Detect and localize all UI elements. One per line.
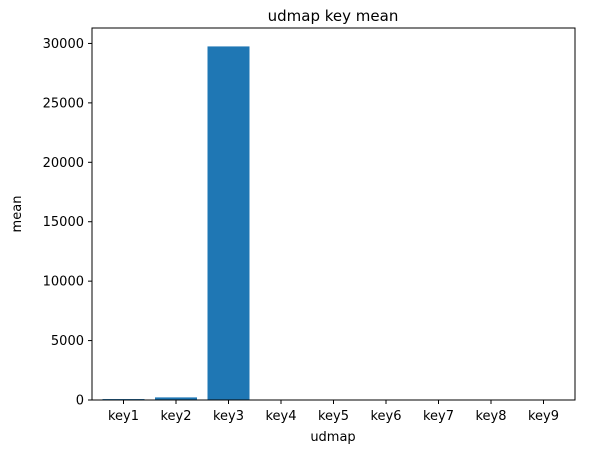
x-tick-label: key8 [475,409,506,424]
x-tick-label: key6 [370,409,401,424]
y-axis-label: mean [10,196,25,233]
x-tick-label: key5 [318,409,349,424]
x-tick-label: key7 [423,409,454,424]
x-tick-label: key2 [160,409,191,424]
y-tick-label: 15000 [43,215,84,230]
bars-layer [102,46,565,401]
y-tick-label: 0 [76,394,84,409]
x-tick-label: key1 [108,409,139,424]
x-axis-label: udmap [310,430,355,445]
y-tick-label: 10000 [43,275,84,290]
bar-key2 [155,397,197,400]
x-tick-label: key4 [265,409,296,424]
y-axis: 0 5000 10000 15000 20000 25000 30000 [43,37,92,409]
x-tick-label: key9 [528,409,559,424]
y-tick-label: 20000 [43,156,84,171]
x-tick-label: key3 [213,409,244,424]
bar-key3 [207,46,250,401]
chart-title: udmap key mean [268,7,399,25]
plot-frame [91,27,576,401]
y-tick-label: 30000 [43,37,84,52]
x-axis: key1 key2 key3 key4 key5 key6 key7 key8 key9 [108,400,559,424]
y-tick-label: 25000 [43,96,84,111]
y-tick-label: 5000 [51,334,84,349]
